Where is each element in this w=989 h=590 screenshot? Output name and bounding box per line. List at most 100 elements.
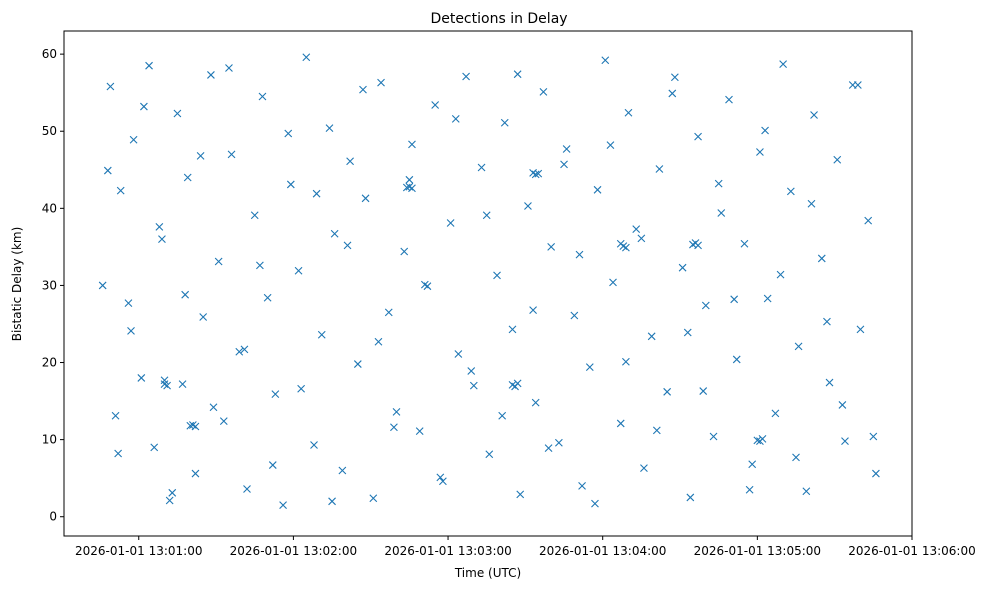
- data-point: [794, 342, 803, 351]
- data-point: [127, 327, 135, 335]
- data-point: [531, 170, 540, 179]
- data-point: [243, 485, 251, 493]
- data-point: [529, 306, 537, 314]
- data-point: [207, 71, 215, 79]
- data-point: [235, 347, 244, 356]
- data-point: [359, 85, 367, 94]
- data-point: [725, 95, 733, 104]
- plot-frame: [63, 30, 913, 537]
- data-point: [701, 301, 710, 310]
- data-point: [165, 496, 174, 505]
- data-point: [420, 280, 429, 289]
- data-point: [114, 449, 123, 458]
- data-point: [632, 225, 641, 234]
- data-point: [369, 494, 378, 503]
- data-point: [730, 295, 739, 304]
- data-point: [758, 434, 767, 443]
- data-point: [513, 379, 522, 388]
- data-point: [872, 469, 880, 478]
- data-point: [219, 417, 228, 426]
- data-point: [640, 464, 648, 473]
- x-tick-label: 2026-01-01 13:04:00: [539, 544, 666, 558]
- y-tick-label: 30: [42, 278, 57, 292]
- data-point: [168, 488, 177, 497]
- data-point: [408, 140, 416, 149]
- data-point: [717, 209, 726, 217]
- data-point: [173, 109, 182, 118]
- data-point: [297, 384, 306, 393]
- data-point: [106, 82, 115, 91]
- data-point: [593, 185, 602, 194]
- data-point: [516, 490, 525, 499]
- data-point: [279, 501, 287, 510]
- data-point: [776, 270, 785, 279]
- data-point: [560, 160, 568, 169]
- data-point: [302, 53, 311, 62]
- y-axis: 0 10 20 30 40 50 60: [42, 47, 64, 524]
- data-point: [547, 242, 556, 251]
- data-point: [346, 157, 354, 166]
- data-point: [570, 311, 579, 320]
- x-axis-label: Time (UTC): [454, 566, 521, 580]
- data-point: [140, 102, 148, 111]
- x-tick-label: 2026-01-01 13:05:00: [694, 544, 821, 558]
- data-point: [761, 126, 769, 135]
- data-point: [838, 401, 847, 409]
- data-point: [748, 460, 757, 469]
- data-point: [534, 169, 543, 178]
- data-point: [807, 199, 816, 208]
- data-point: [155, 222, 164, 231]
- data-point: [284, 129, 293, 138]
- data-point: [256, 261, 264, 270]
- data-point: [454, 350, 463, 358]
- data-point: [390, 423, 398, 432]
- data-point: [539, 88, 548, 96]
- data-point: [446, 219, 455, 227]
- data-point: [462, 72, 470, 81]
- data-point: [271, 390, 280, 399]
- data-point: [694, 241, 702, 250]
- y-tick-label: 50: [42, 124, 57, 138]
- data-point: [258, 92, 267, 101]
- data-point: [833, 155, 842, 164]
- data-point: [709, 432, 718, 441]
- data-point: [431, 101, 440, 109]
- y-tick-label: 20: [42, 356, 57, 370]
- data-point: [160, 376, 169, 385]
- data-point: [214, 257, 223, 266]
- data-point: [482, 211, 491, 220]
- data-point: [740, 239, 749, 248]
- data-point: [129, 135, 138, 144]
- data-point: [467, 367, 476, 375]
- data-point: [227, 150, 236, 159]
- data-point: [853, 81, 862, 89]
- data-point: [150, 443, 159, 452]
- data-point: [310, 441, 318, 449]
- data-point: [524, 202, 532, 210]
- x-tick-label: 2026-01-01 13:02:00: [230, 544, 357, 558]
- data-point: [98, 281, 107, 290]
- data-point: [325, 124, 334, 133]
- data-point: [111, 411, 120, 420]
- data-point: [609, 278, 617, 287]
- data-point: [199, 313, 208, 321]
- data-point: [286, 180, 295, 189]
- data-point: [531, 398, 540, 407]
- data-point: [353, 360, 362, 368]
- data-point: [745, 485, 754, 494]
- data-point: [361, 194, 370, 203]
- data-point: [601, 56, 610, 65]
- data-point: [263, 293, 272, 302]
- x-tick-label: 2026-01-01 13:06:00: [848, 544, 975, 558]
- data-point: [771, 409, 780, 418]
- data-point: [400, 247, 409, 256]
- data-point: [575, 250, 584, 259]
- data-point: [637, 234, 646, 243]
- data-point: [825, 378, 834, 387]
- data-point: [622, 243, 630, 252]
- data-point: [699, 387, 708, 395]
- data-point: [616, 419, 625, 428]
- data-point: [606, 141, 615, 149]
- data-point: [451, 115, 460, 123]
- data-point: [103, 166, 112, 175]
